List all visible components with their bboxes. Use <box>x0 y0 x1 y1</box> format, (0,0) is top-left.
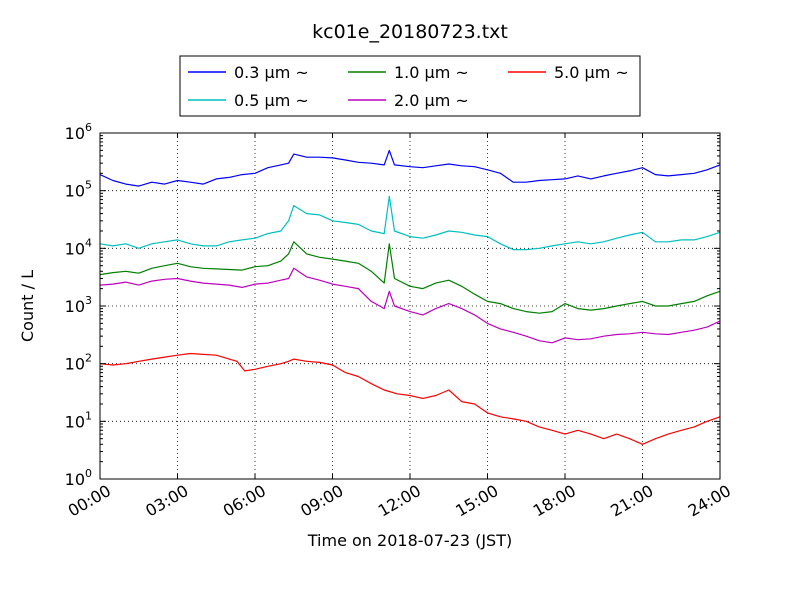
chart-title: kc01e_20180723.txt <box>312 21 508 43</box>
series-layer <box>99 149 721 445</box>
y-tick-label: 102 <box>65 352 92 374</box>
series-line <box>99 267 721 344</box>
y-tick-label: 105 <box>65 179 92 201</box>
y-tick-label: 106 <box>65 121 92 143</box>
legend: 0.3 μm ~ 0.5 μm ~ 1.0 μm ~ 2.0 μm ~ 5.0 μm ~ <box>179 55 641 117</box>
legend-label: 5.0 μm ~ <box>554 63 629 82</box>
y-axis: 100 101 102 103 104 105 106 <box>65 121 720 489</box>
legend-label: 1.0 μm ~ <box>394 63 469 82</box>
series-line <box>99 195 721 251</box>
y-tick-label: 103 <box>65 294 92 316</box>
legend-label: 0.5 μm ~ <box>234 91 309 110</box>
series-line <box>99 352 721 445</box>
legend-label: 0.3 μm ~ <box>234 63 309 82</box>
legend-frame <box>179 55 641 117</box>
series-line <box>99 149 721 187</box>
legend-label: 2.0 μm ~ <box>394 91 469 110</box>
y-tick-label: 100 <box>65 467 92 489</box>
series-line <box>99 241 721 314</box>
y-axis-label: Count / L <box>18 270 37 342</box>
y-tick-label: 104 <box>65 236 92 258</box>
y-tick-label: 101 <box>65 409 92 431</box>
x-axis-label: Time on 2018-07-23 (JST) <box>307 531 512 550</box>
